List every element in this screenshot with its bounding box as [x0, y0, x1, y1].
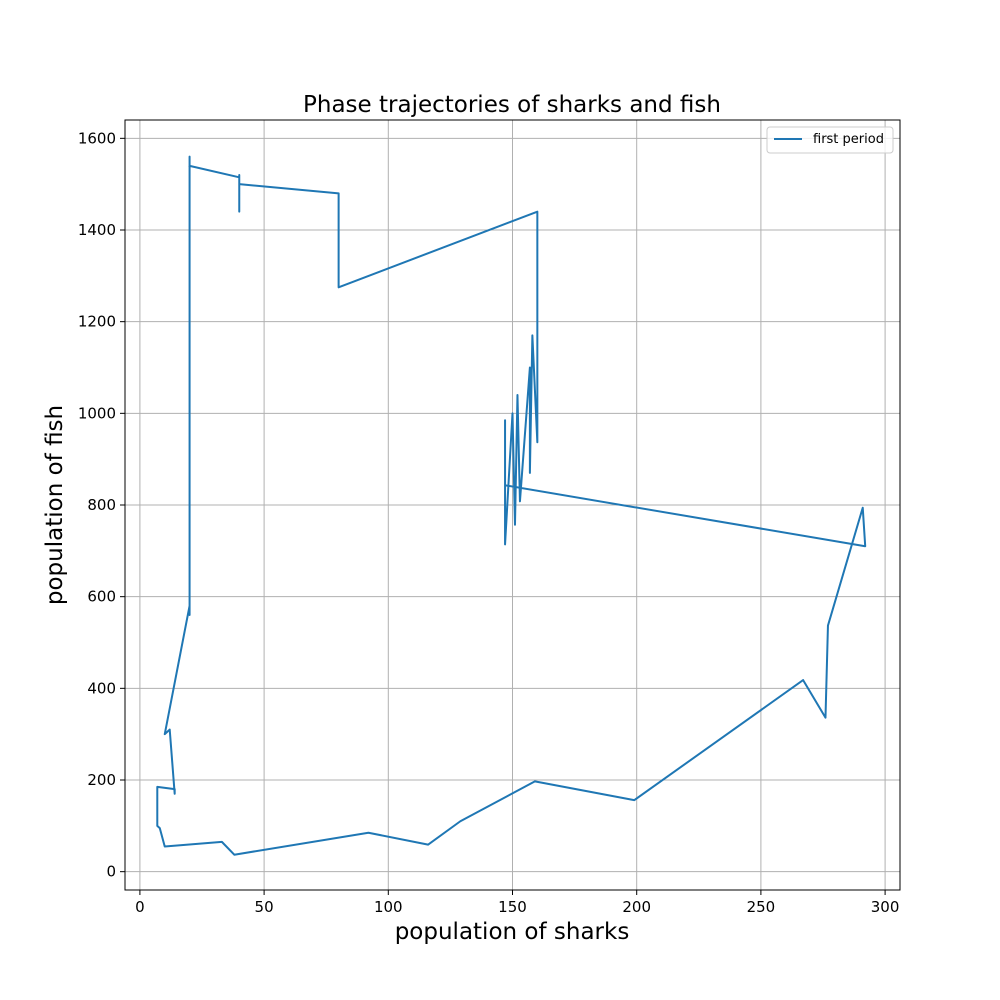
x-tick-label: 200 [622, 898, 651, 916]
y-tick-label: 1600 [78, 129, 116, 147]
y-tick-label: 200 [87, 771, 116, 789]
y-tick-label: 1200 [78, 313, 116, 331]
y-tick-label: 1000 [78, 404, 116, 422]
y-tick-label: 0 [106, 863, 116, 881]
x-tick-label: 100 [374, 898, 403, 916]
series-line-first-period [156, 155, 867, 856]
grid-layer [125, 120, 900, 890]
series-layer [156, 155, 867, 856]
x-tick-label: 300 [871, 898, 900, 916]
y-tick-label: 1400 [78, 221, 116, 239]
x-tick-label: 150 [498, 898, 527, 916]
y-tick-label: 800 [87, 496, 116, 514]
y-axis-label: population of fish [42, 405, 68, 605]
legend: first period [766, 126, 894, 154]
x-axis-label: population of sharks [395, 919, 630, 945]
y-tick-label: 600 [87, 588, 116, 606]
chart-title: Phase trajectories of sharks and fish [303, 92, 721, 118]
x-tick-label: 50 [255, 898, 274, 916]
x-tick-label: 250 [747, 898, 776, 916]
legend-label-first-period: first period [813, 132, 884, 147]
y-tick-label: 400 [87, 679, 116, 697]
legend-box [766, 126, 894, 154]
tick-layer: 0 50 100 150 200 250 300 0 200 400 600 800 1000 1200 1… [78, 129, 900, 916]
x-tick-label: 0 [135, 898, 145, 916]
